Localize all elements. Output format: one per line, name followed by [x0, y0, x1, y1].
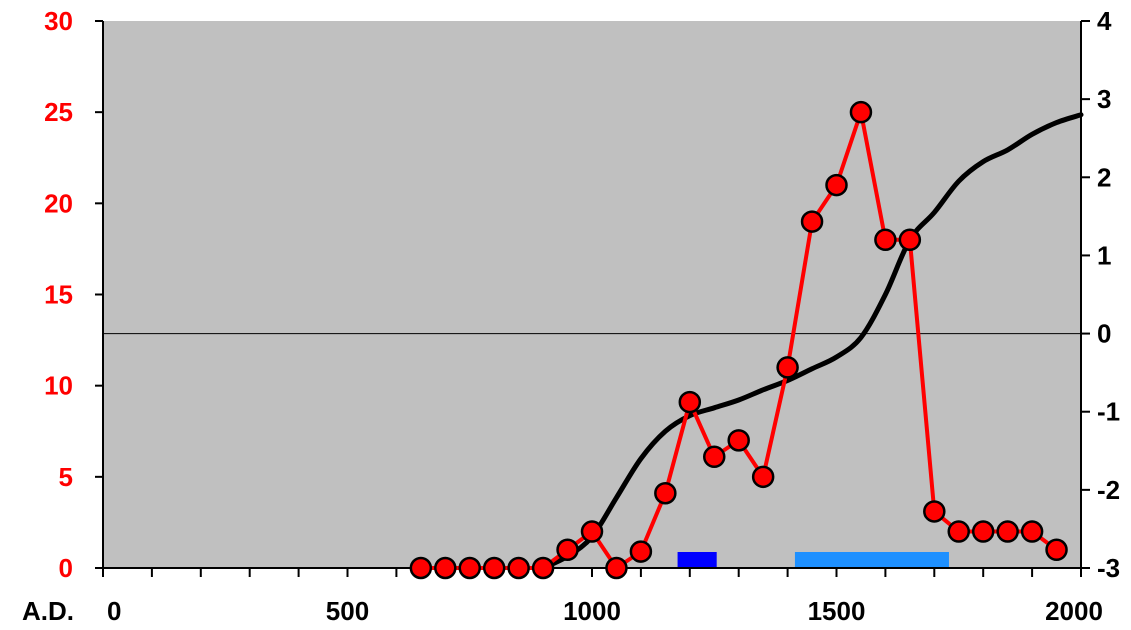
left-tick-label: 25 [44, 97, 73, 127]
left-tick-label: 30 [44, 6, 73, 36]
x-axis-prefix-label: A.D. [22, 596, 74, 626]
red-series-point [507, 556, 530, 580]
red-series-point [458, 556, 481, 580]
left-tick-label: 5 [59, 462, 73, 492]
right-tick-label: 4 [1097, 6, 1112, 36]
period-bar-0 [677, 552, 717, 568]
x-tick-label: 1000 [563, 596, 621, 626]
red-series-point [678, 390, 702, 414]
period-bar-1 [794, 552, 949, 568]
tick-labels: 0 5 10 15 20 25 30 -3 -2 -1 0 1 2 3 4 0 500 1000 1500 2000 A… [22, 6, 1120, 626]
x-tick-label: 1500 [808, 596, 866, 626]
right-tick-label: -2 [1097, 475, 1120, 505]
red-series-point [556, 538, 579, 562]
red-series-point [580, 520, 604, 543]
plot-background [103, 21, 1081, 568]
red-series-point [605, 556, 628, 580]
red-series-point [971, 520, 995, 543]
black-series [540, 112, 1084, 571]
red-series-point [996, 520, 1019, 543]
red-series [409, 100, 1068, 580]
red-series-point [1020, 520, 1044, 543]
x-tick-label: 500 [326, 596, 369, 626]
red-series-point [703, 445, 726, 469]
right-tick-label: -3 [1097, 553, 1120, 583]
red-series-point [849, 100, 873, 124]
red-series-point [776, 356, 799, 379]
x-tick-label: 2000 [1045, 596, 1103, 626]
black-series-line [540, 112, 1084, 571]
red-series-point [825, 173, 848, 197]
period-bars [677, 552, 949, 568]
red-series-point [727, 429, 750, 452]
red-series-point [654, 481, 677, 505]
red-series-point [923, 500, 946, 523]
left-tick-label: 10 [44, 371, 73, 401]
x-tick-label: 0 [107, 596, 121, 626]
left-tick-label: 15 [44, 280, 73, 310]
right-tick-label: 1 [1097, 240, 1111, 270]
red-series-point [482, 556, 506, 580]
red-series-point [531, 556, 555, 580]
red-series-point [898, 228, 922, 252]
right-tick-label: -1 [1097, 397, 1120, 427]
red-series-point [1045, 538, 1068, 562]
red-series-point [947, 520, 970, 543]
right-tick-label: 3 [1097, 84, 1111, 114]
right-tick-label: 0 [1097, 319, 1111, 349]
red-series-point [800, 210, 824, 233]
red-series-point [409, 556, 433, 580]
left-tick-label: 20 [44, 188, 73, 218]
red-series-point [629, 540, 653, 563]
right-tick-label: 2 [1097, 162, 1111, 192]
left-tick-label: 0 [59, 553, 73, 583]
red-series-point [874, 228, 897, 252]
red-series-point [751, 465, 775, 489]
red-series-point [434, 556, 457, 580]
